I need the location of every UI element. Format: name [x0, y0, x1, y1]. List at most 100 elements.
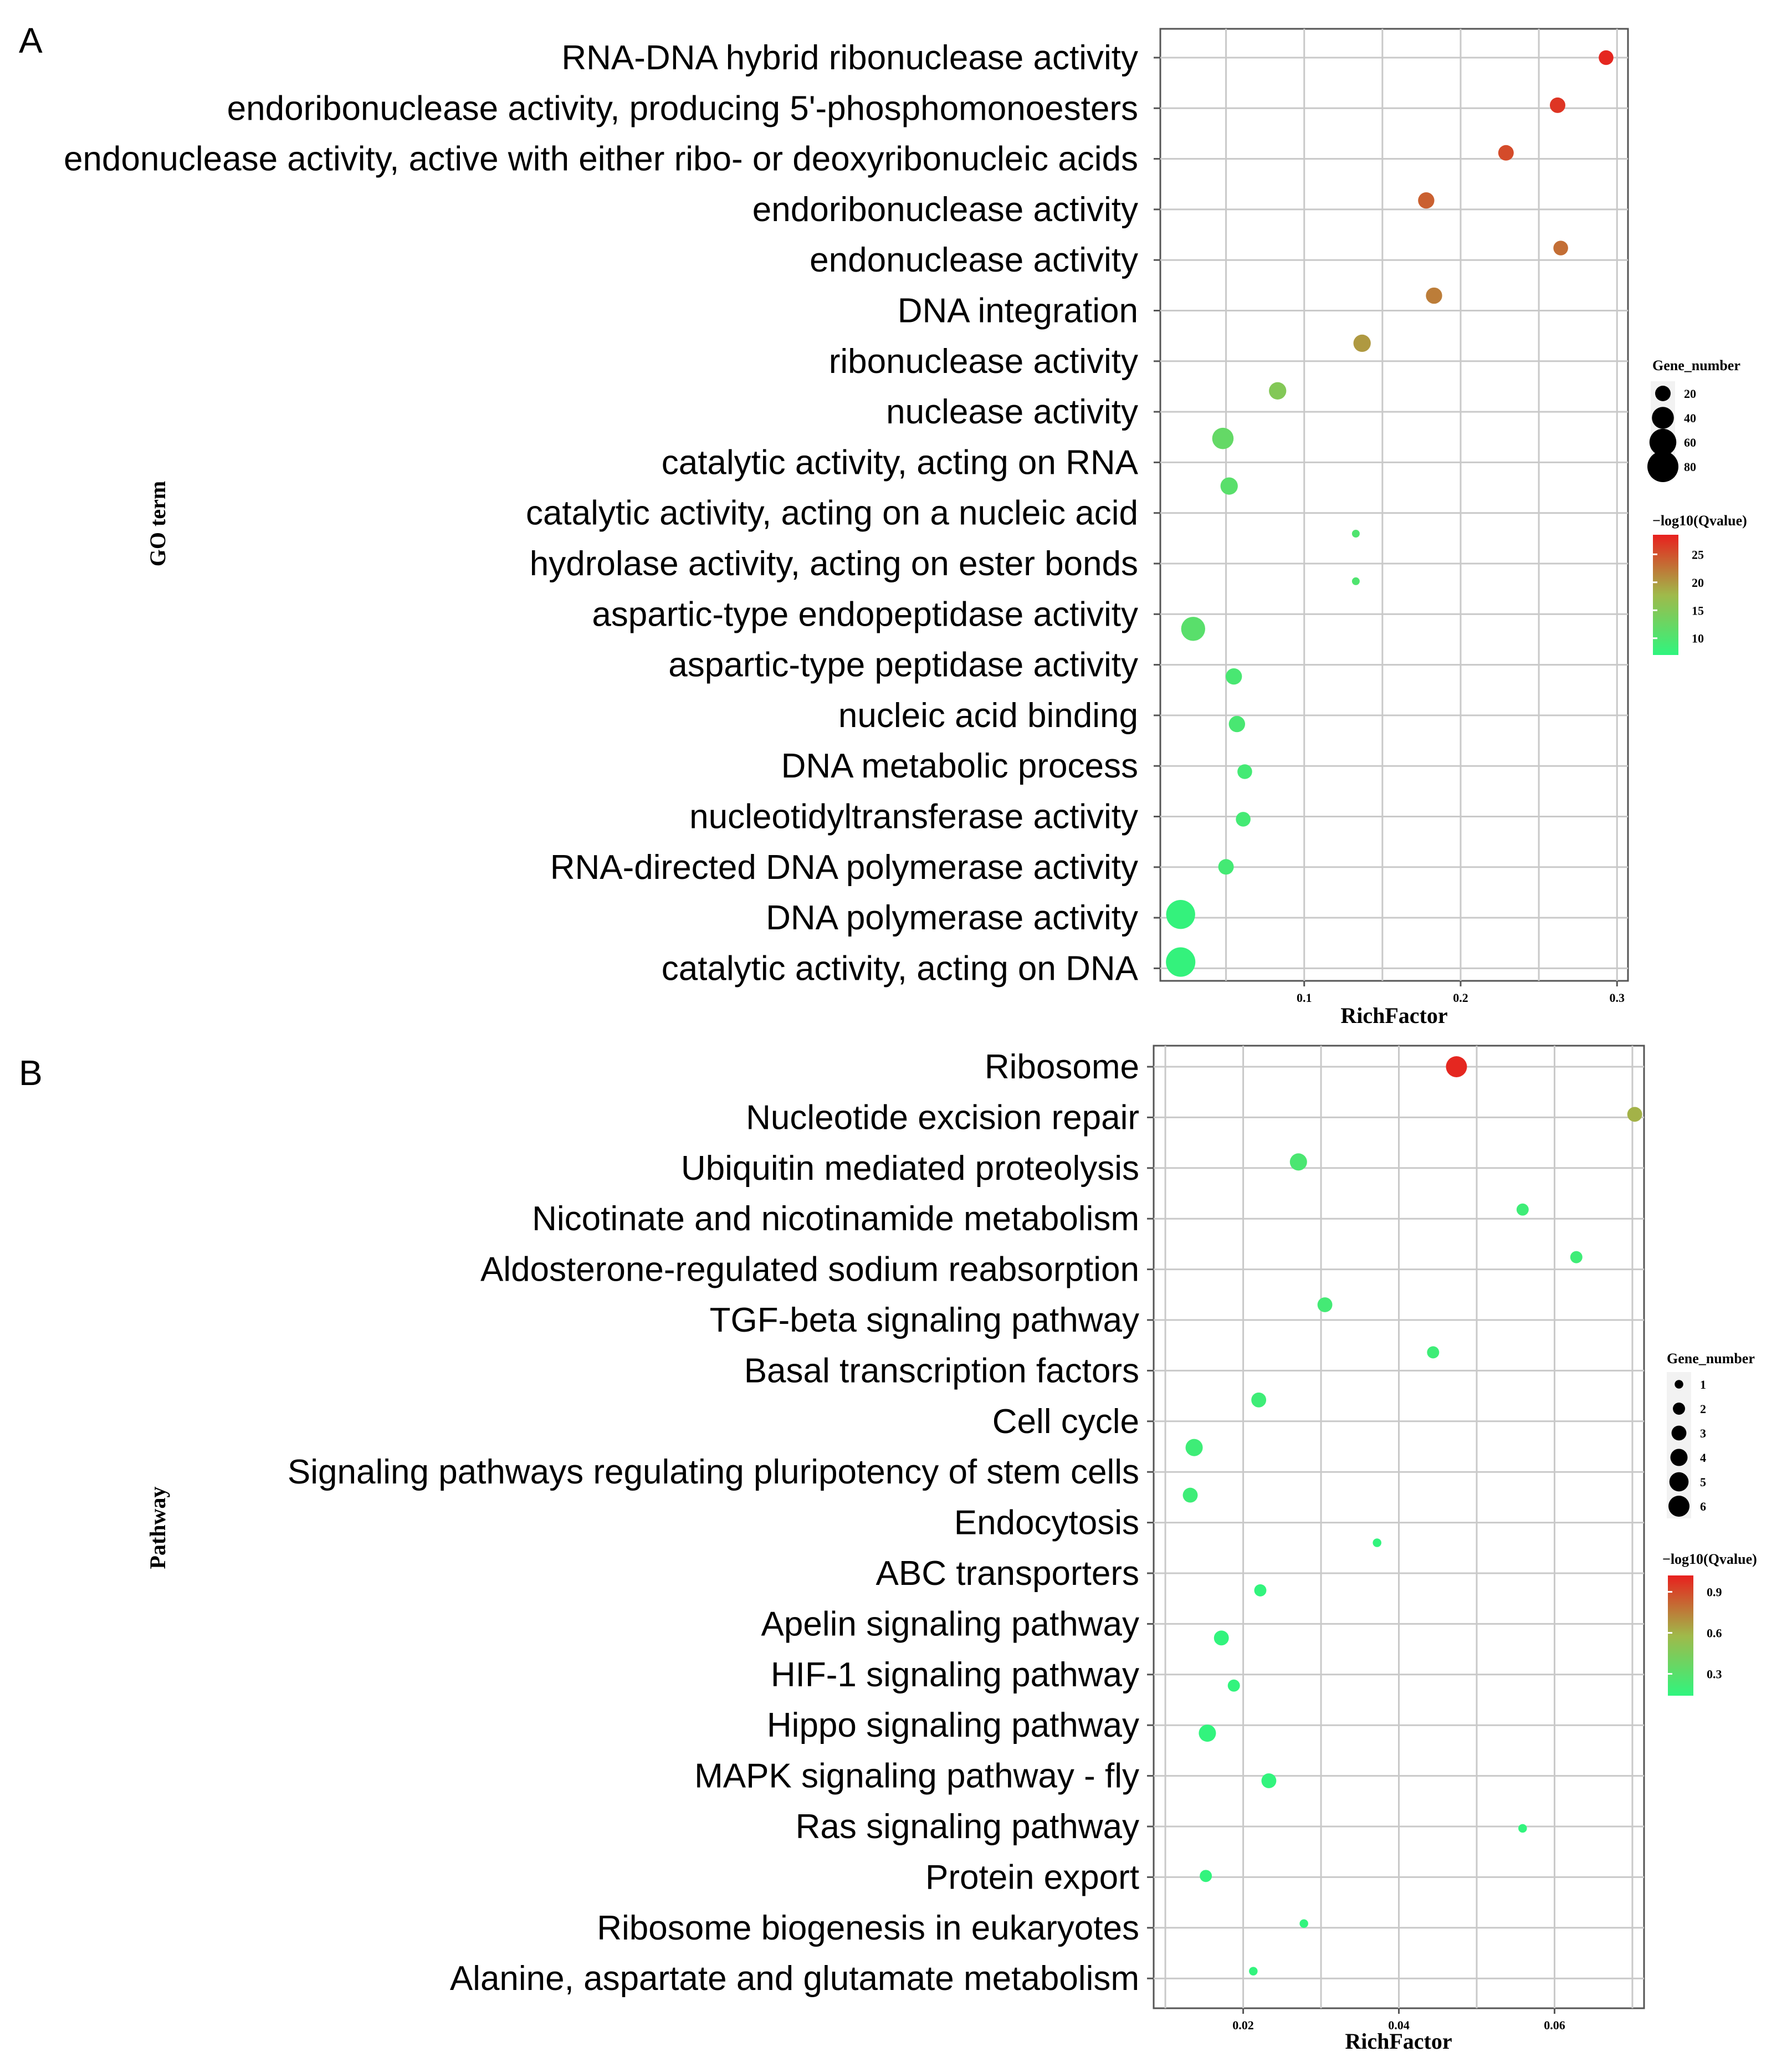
b-category-label: Ras signaling pathway [796, 1808, 1139, 1846]
panel-b-x-ticks: 0.02 0.04 0.06 [1232, 2008, 1565, 2032]
b-point [1251, 1392, 1267, 1408]
panel-a-x-axis-title: RichFactor [1340, 1003, 1447, 1028]
panel-b: B 0.02 0.04 0.06 Ribosome Nucleotide excisi… [19, 1045, 1757, 2054]
panel-a-grid [1154, 29, 1628, 981]
b-size-legend-key [1668, 1496, 1689, 1517]
a-point [1426, 287, 1442, 304]
a-category-label: nucleic acid binding [838, 697, 1138, 735]
b-colorbar-label: 0.3 [1707, 1667, 1722, 1681]
b-category-label: MAPK signaling pathway - fly [694, 1757, 1139, 1795]
a-point [1228, 715, 1245, 733]
b-category-label: Hippo signaling pathway [767, 1706, 1139, 1744]
b-point [1249, 1967, 1258, 1976]
a-point [1236, 812, 1251, 827]
b-size-legend-label: 2 [1700, 1402, 1706, 1416]
b-point [1570, 1251, 1583, 1263]
a-category-label: catalytic activity, acting on RNA [662, 443, 1139, 482]
a-category-label: endoribonuclease activity, producing 5'-… [227, 89, 1138, 127]
b-category-label: ABC transporters [875, 1554, 1139, 1593]
a-point [1353, 334, 1371, 352]
panel-a-points [1166, 50, 1614, 977]
b-category-label: Ribosome [985, 1048, 1139, 1086]
a-point [1269, 382, 1287, 400]
a-category-label: catalytic activity, acting on DNA [662, 949, 1139, 987]
panel-a-color-legend-title: −log10(Qvalue) [1652, 513, 1747, 529]
b-category-label: Ubiquitin mediated proteolysis [681, 1149, 1139, 1188]
a-point [1418, 192, 1435, 209]
a-x-tick-label: 0.2 [1453, 991, 1468, 1005]
a-point [1498, 145, 1514, 161]
b-point [1185, 1439, 1203, 1456]
b-point [1200, 1870, 1212, 1882]
b-category-label: Signaling pathways regulating pluripoten… [288, 1453, 1139, 1491]
b-point [1373, 1538, 1381, 1547]
a-point [1220, 477, 1238, 495]
a-x-tick-label: 0.3 [1609, 991, 1625, 1005]
b-size-legend-label: 5 [1700, 1475, 1706, 1489]
b-point [1317, 1297, 1333, 1312]
a-colorbar-label: 15 [1692, 603, 1704, 617]
b-category-label: Alanine, aspartate and glutamate metabol… [450, 1959, 1139, 1998]
b-size-legend-key [1669, 1472, 1689, 1492]
b-point [1427, 1346, 1440, 1359]
b-size-legend-key [1673, 1403, 1685, 1415]
a-size-legend-label: 60 [1684, 436, 1696, 449]
a-category-label: DNA polymerase activity [766, 899, 1138, 937]
b-point [1182, 1487, 1198, 1503]
a-category-label: aspartic-type peptidase activity [668, 646, 1138, 684]
b-size-legend-key [1671, 1425, 1687, 1441]
panel-b-color-legend: −log10(Qvalue) 0.3 0.6 0.9 [1662, 1551, 1757, 1696]
b-category-label: Endocytosis [954, 1504, 1139, 1542]
b-point [1518, 1824, 1527, 1833]
b-size-legend-label: 1 [1700, 1378, 1706, 1391]
b-colorbar-label: 0.9 [1707, 1585, 1722, 1599]
panel-a-size-legend: Gene_number 20 40 60 80 [1647, 357, 1740, 482]
a-size-legend-label: 80 [1684, 460, 1696, 474]
panel-b-x-axis-title: RichFactor [1345, 2029, 1452, 2054]
a-point [1166, 947, 1196, 977]
panel-a: A 0.1 0.2 0.3 RNA-DNA hybrid ribonuclease … [19, 21, 1747, 1028]
a-category-label: DNA metabolic process [781, 747, 1138, 785]
a-category-label: hydrolase activity, acting on ester bond… [530, 545, 1138, 583]
b-size-legend-key [1670, 1449, 1688, 1466]
a-x-tick-label: 0.1 [1297, 991, 1312, 1005]
b-size-legend-label: 6 [1700, 1500, 1706, 1513]
b-point [1261, 1773, 1277, 1788]
a-colorbar-label: 20 [1692, 576, 1704, 590]
a-point [1351, 577, 1360, 585]
a-size-legend-key [1647, 451, 1678, 482]
a-category-label: catalytic activity, acting on a nucleic … [526, 494, 1138, 533]
panel-b-points [1182, 1056, 1642, 1976]
b-point [1516, 1203, 1529, 1216]
b-size-legend-label: 4 [1700, 1451, 1706, 1465]
panel-a-letter: A [19, 21, 43, 60]
a-category-label: RNA-directed DNA polymerase activity [550, 848, 1138, 887]
a-size-legend-label: 40 [1684, 411, 1696, 425]
b-colorbar-label: 0.6 [1707, 1626, 1722, 1640]
panel-b-colorbar [1668, 1575, 1693, 1696]
panel-b-category-labels: Ribosome Nucleotide excision repair Ubiqui… [288, 1048, 1139, 1998]
a-point [1351, 530, 1360, 538]
panel-a-y-axis-title: GO term [145, 481, 170, 566]
a-category-label: endoribonuclease activity [752, 191, 1138, 229]
a-size-legend-key [1649, 428, 1677, 456]
panel-b-size-legend-title: Gene_number [1667, 1350, 1755, 1367]
a-point [1237, 764, 1252, 779]
b-category-label: TGF-beta signaling pathway [710, 1301, 1139, 1339]
a-size-legend-key [1655, 386, 1671, 401]
b-category-label: Basal transcription factors [744, 1352, 1139, 1390]
panel-b-color-legend-title: −log10(Qvalue) [1662, 1551, 1757, 1567]
b-category-label: HIF-1 signaling pathway [771, 1656, 1139, 1694]
panel-b-y-axis-title: Pathway [145, 1487, 170, 1569]
a-point [1181, 617, 1205, 641]
a-point [1553, 241, 1568, 255]
a-point [1218, 859, 1234, 875]
b-category-label: Aldosterone-regulated sodium reabsorptio… [480, 1251, 1139, 1289]
a-size-legend-label: 20 [1684, 387, 1696, 401]
b-size-legend-key [1675, 1380, 1683, 1389]
b-x-tick-label: 0.06 [1544, 2018, 1565, 2032]
panel-b-size-legend: Gene_number 1 2 3 4 5 6 [1667, 1350, 1755, 1518]
a-point [1599, 50, 1614, 65]
a-point [1166, 900, 1195, 929]
